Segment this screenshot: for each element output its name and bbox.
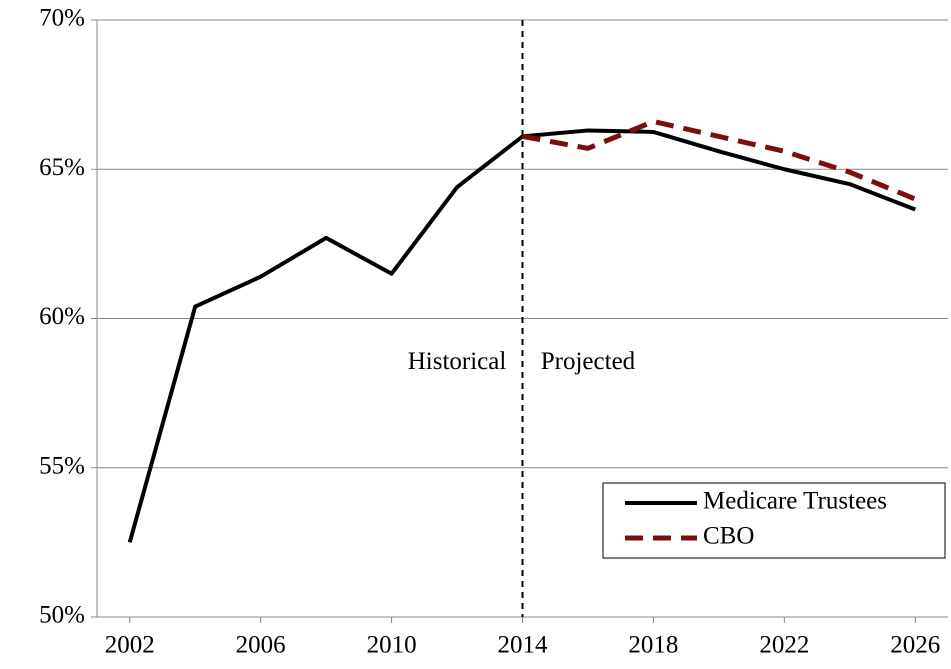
- x-tick-label: 2014: [498, 632, 549, 659]
- y-tick-label: 55%: [39, 452, 85, 479]
- annotation: Projected: [541, 348, 636, 375]
- legend-label: CBO: [703, 523, 754, 550]
- line-series: [127, 128, 916, 543]
- x-tick-label: 2026: [890, 632, 940, 659]
- y-tick-label: 60%: [39, 303, 85, 330]
- annotation: Historical: [408, 348, 507, 375]
- x-tick-label: 2010: [367, 632, 417, 659]
- y-tick-label: 50%: [39, 602, 85, 629]
- line-series: [522, 118, 917, 202]
- legend-label: Medicare Trustees: [703, 488, 887, 515]
- y-tick-label: 65%: [39, 154, 85, 181]
- legend-box: [602, 482, 946, 559]
- y-tick-label: 70%: [39, 5, 85, 32]
- x-tick-label: 2022: [759, 632, 809, 659]
- x-tick-label: 2018: [628, 632, 678, 659]
- x-tick-label: 2006: [236, 632, 286, 659]
- x-tick-label: 2002: [105, 632, 155, 659]
